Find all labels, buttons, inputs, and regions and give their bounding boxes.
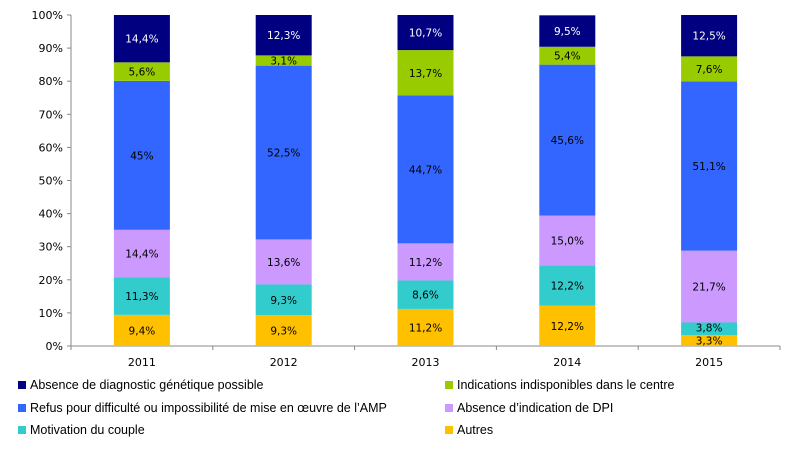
bar-segment	[397, 95, 454, 244]
bar-segment	[113, 314, 170, 346]
legend-item: Motivation du couple	[18, 423, 145, 437]
bar-segment	[681, 335, 738, 346]
bar-segment	[113, 229, 170, 278]
bar-segment	[397, 280, 454, 309]
bar-segment	[255, 284, 312, 316]
bar-segment	[681, 56, 738, 82]
legend-swatch	[18, 426, 26, 434]
x-tick-label: 2012	[270, 356, 298, 369]
bar-segment	[397, 308, 454, 346]
bar-segment	[681, 15, 738, 57]
bar-segment	[255, 65, 312, 240]
y-tick-label: 10%	[39, 307, 63, 320]
y-tick-label: 70%	[39, 108, 63, 121]
data-label: 9,3%	[270, 326, 297, 338]
legend-item: Indications indisponibles dans le centre	[445, 378, 675, 392]
legend-label: Absence d’indication de DPI	[457, 401, 614, 415]
data-label: 12,2%	[551, 321, 584, 333]
x-tick-label: 2013	[412, 356, 440, 369]
legend-item: Refus pour difficulté ou impossibilité d…	[18, 401, 387, 415]
y-tick-label: 0%	[46, 340, 63, 353]
data-label: 12,3%	[267, 30, 300, 42]
bar-segment	[397, 15, 454, 51]
bar-segment	[113, 62, 170, 81]
data-label: 45%	[130, 150, 153, 162]
bar-segment	[681, 322, 738, 336]
data-label: 10,7%	[409, 28, 442, 40]
data-label: 3,3%	[696, 336, 723, 348]
y-tick-label: 50%	[39, 175, 63, 188]
legend-label: Autres	[457, 423, 494, 437]
data-label: 44,7%	[409, 164, 442, 176]
bar-segment	[681, 81, 738, 251]
bar-segment	[255, 55, 312, 66]
x-tick-label: 2011	[128, 356, 156, 369]
legend-item: Autres	[445, 423, 493, 437]
bar-segment	[255, 239, 312, 285]
bar-segment	[681, 250, 738, 323]
y-tick-label: 40%	[39, 208, 63, 221]
data-label: 14,4%	[125, 34, 158, 46]
x-tick-label: 2014	[553, 356, 581, 369]
y-tick-label: 90%	[39, 42, 63, 55]
data-label: 13,7%	[409, 68, 442, 80]
data-label: 15,0%	[551, 235, 584, 247]
legend-label: Indications indisponibles dans le centre	[457, 378, 675, 392]
bar-segment	[397, 243, 454, 281]
data-label: 3,1%	[270, 56, 297, 68]
legend-item: Absence de diagnostic génétique possible	[18, 378, 264, 392]
bar-segment	[539, 64, 596, 216]
bar-segment	[255, 315, 312, 346]
stacked-bar-chart: 0% 10% 20% 30% 40% 50% 60% 70% 80% 90% 100% 2011 9,4…	[32, 9, 781, 369]
y-tick-label: 30%	[39, 241, 63, 254]
bar-segment	[539, 305, 596, 346]
data-label: 5,6%	[129, 67, 156, 79]
data-label: 7,6%	[696, 64, 723, 76]
legend-swatch	[18, 381, 26, 389]
y-tick-label: 60%	[39, 141, 63, 154]
y-tick-label: 20%	[39, 274, 63, 287]
legend-label: Absence de diagnostic génétique possible	[30, 378, 264, 392]
data-label: 11,2%	[409, 257, 442, 269]
legend-swatch	[18, 404, 26, 412]
legend-label: Refus pour difficulté ou impossibilité d…	[30, 401, 387, 415]
bar-segment	[113, 15, 170, 63]
legend-swatch	[445, 426, 453, 434]
y-tick-label: 80%	[39, 75, 63, 88]
legend-swatch	[445, 404, 453, 412]
legend-item: Absence d’indication de DPI	[445, 401, 613, 415]
data-label: 14,4%	[125, 249, 158, 261]
data-label: 45,6%	[551, 135, 584, 147]
bar-segment	[539, 215, 596, 266]
bar-segment	[113, 80, 170, 230]
data-label: 51,1%	[692, 161, 725, 173]
bar-segment	[113, 277, 170, 315]
bar-segment	[397, 50, 454, 96]
x-tick-label: 2015	[695, 356, 723, 369]
data-label: 9,5%	[554, 26, 581, 38]
data-label: 9,4%	[129, 325, 156, 337]
bar-segment	[539, 265, 596, 306]
bar-segment	[255, 15, 312, 56]
data-label: 13,6%	[267, 257, 300, 269]
bar-segment	[539, 46, 596, 65]
data-label: 12,2%	[551, 280, 584, 292]
data-label: 8,6%	[412, 290, 439, 302]
legend-swatch	[445, 381, 453, 389]
bar-segment	[539, 15, 596, 47]
data-label: 11,3%	[125, 291, 158, 303]
data-label: 3,8%	[696, 323, 723, 335]
data-label: 5,4%	[554, 51, 581, 63]
data-label: 52,5%	[267, 148, 300, 160]
data-label: 12,5%	[692, 31, 725, 43]
legend-label: Motivation du couple	[30, 423, 145, 437]
y-tick-label: 100%	[32, 9, 63, 22]
data-label: 9,3%	[270, 295, 297, 307]
data-label: 11,2%	[409, 322, 442, 334]
data-label: 21,7%	[692, 282, 725, 294]
